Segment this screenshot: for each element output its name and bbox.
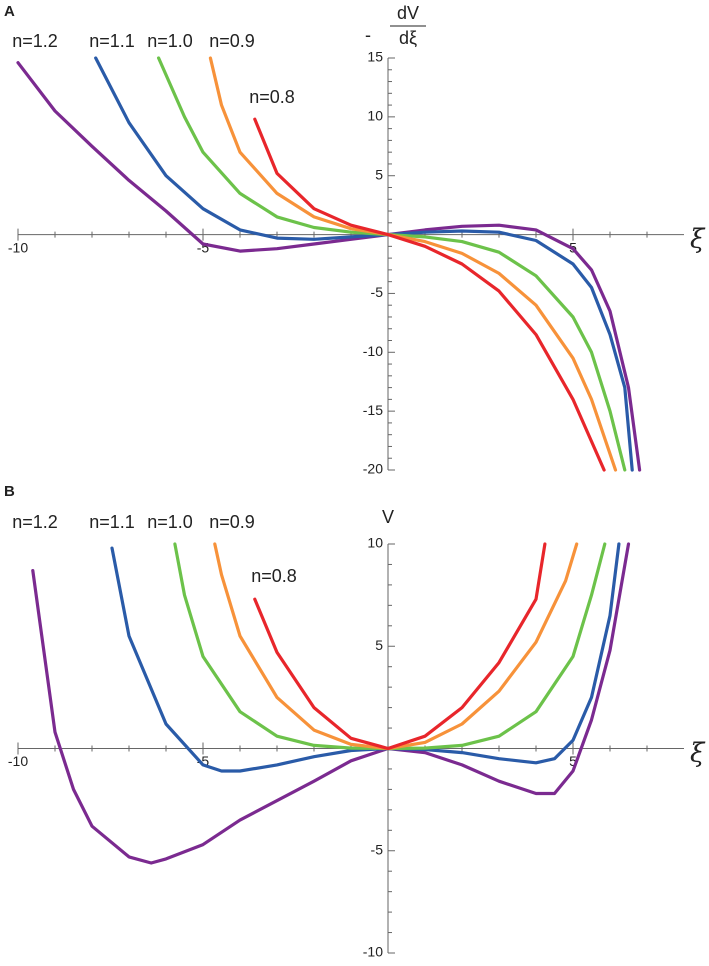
y-axis-label-sign: - <box>365 25 371 45</box>
y-tick-label: -10 <box>363 343 383 359</box>
series-label: n=1.1 <box>89 512 135 532</box>
x-axis-label: ξ <box>690 739 706 769</box>
y-axis-label: V <box>382 507 394 527</box>
x-tick-label: -10 <box>8 753 28 769</box>
series-line <box>157 56 627 472</box>
series-label: n=0.8 <box>251 566 297 586</box>
series-line <box>94 56 634 472</box>
y-tick-label: -20 <box>363 461 383 477</box>
y-tick-label: 10 <box>367 535 383 551</box>
panel-label: A <box>4 3 15 20</box>
y-tick-label: 5 <box>375 166 383 182</box>
y-tick-label: -5 <box>371 284 384 300</box>
series-label: n=0.8 <box>249 87 295 107</box>
series-line <box>31 542 631 865</box>
series-label: n=1.0 <box>147 31 193 51</box>
series-label: n=0.9 <box>209 31 255 51</box>
y-tick-label: 15 <box>367 49 383 65</box>
series-label: n=1.2 <box>12 512 58 532</box>
series-line <box>253 542 547 751</box>
y-tick-label: 10 <box>367 108 383 124</box>
y-tick-label: -10 <box>363 944 383 960</box>
y-tick-label: -15 <box>363 402 383 418</box>
y-tick-label: -5 <box>371 841 384 857</box>
y-axis-label-denominator: dξ <box>399 28 417 48</box>
series-label: n=1.0 <box>147 512 193 532</box>
x-tick-label: 5 <box>569 753 577 769</box>
y-axis-label-numerator: dV <box>397 3 419 23</box>
x-tick-label: -10 <box>8 239 28 255</box>
x-axis-label: ξ <box>690 225 706 255</box>
series-label: n=1.2 <box>12 31 58 51</box>
series-line <box>16 61 642 472</box>
y-tick-label: 5 <box>375 637 383 653</box>
series-line <box>253 117 606 472</box>
panel-label: B <box>4 483 15 500</box>
series-line <box>110 542 621 773</box>
series-line <box>208 56 618 472</box>
series-label: n=1.1 <box>89 31 135 51</box>
series-label: n=0.9 <box>209 512 255 532</box>
